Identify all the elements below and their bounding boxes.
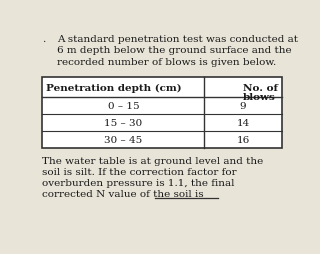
Text: recorded number of blows is given below.: recorded number of blows is given below. [57,57,276,66]
Text: A standard penetration test was conducted at: A standard penetration test was conducte… [57,35,298,44]
Text: 15 – 30: 15 – 30 [104,119,142,128]
Text: soil is silt. If the correction factor for: soil is silt. If the correction factor f… [42,167,237,176]
Text: No. of: No. of [243,83,278,92]
Text: Penetration depth (cm): Penetration depth (cm) [46,84,182,92]
Text: blows: blows [243,93,276,102]
Text: 14: 14 [236,119,250,128]
Text: 0 – 15: 0 – 15 [108,102,139,111]
Text: .: . [42,35,45,44]
Text: 30 – 45: 30 – 45 [104,136,142,145]
Bar [42,78,282,149]
Text: corrected N value of the soil is: corrected N value of the soil is [42,190,204,199]
Text: 16: 16 [236,136,250,145]
Text: overburden pressure is 1.1, the final: overburden pressure is 1.1, the final [42,179,235,187]
Text: 6 m depth below the ground surface and the: 6 m depth below the ground surface and t… [57,46,292,55]
Text: 9: 9 [240,102,246,111]
Text: The water table is at ground level and the: The water table is at ground level and t… [42,156,264,165]
